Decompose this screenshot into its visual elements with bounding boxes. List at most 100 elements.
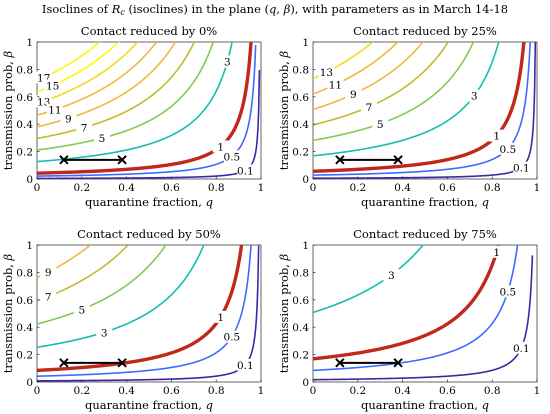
axes-box <box>312 41 538 180</box>
x-tick-label: 0 <box>310 385 317 397</box>
contour-5 <box>313 42 475 142</box>
panel-title: Contact reduced by 75% <box>353 227 497 241</box>
contour-0.1 <box>313 255 534 381</box>
contour-11 <box>313 42 399 95</box>
contour-0.1 <box>313 42 537 179</box>
marker-x <box>335 358 345 368</box>
contour-label-bg <box>219 55 236 68</box>
contour-label: 0.1 <box>237 360 254 372</box>
contour-label: 0.5 <box>224 332 241 344</box>
y-tick-label: 1 <box>26 240 33 252</box>
marker-x <box>117 155 127 165</box>
contour-label-bg <box>327 78 344 91</box>
y-tick-label: 0.4 <box>16 322 33 334</box>
y-tick-label: 0 <box>302 174 309 186</box>
contour-label: 3 <box>101 327 108 339</box>
y-axis-label: transmission prob, β <box>277 50 291 170</box>
x-tick-label: 0.2 <box>349 385 366 397</box>
contour-lines <box>313 245 534 381</box>
contour-label-bg <box>76 121 93 134</box>
contour-3 <box>37 42 233 163</box>
contour-label-bg <box>345 88 362 101</box>
contour-7 <box>313 42 450 126</box>
contour-label-bg <box>40 290 57 303</box>
y-tick-label: 0.4 <box>292 322 309 334</box>
y-tick-label: 1 <box>302 240 309 252</box>
y-tick-label: 1 <box>302 37 309 49</box>
x-tick-label: 1 <box>534 385 541 397</box>
contour-label-bg <box>513 161 530 174</box>
contour-0.5 <box>37 44 257 177</box>
contour-label: 0.5 <box>500 144 517 156</box>
contour-label: 5 <box>99 133 106 145</box>
y-axis-label: transmission prob, β <box>1 50 15 170</box>
x-tick-label: 0.8 <box>484 385 501 397</box>
contour-1 <box>313 42 526 173</box>
contour-label-bg <box>383 268 400 281</box>
x-tick-label: 1 <box>534 182 541 194</box>
panel-4: 3 1 0.5 0.1 0 0.2 0.4 0.6 0.8 1 0 0.2 0.4 0.6 0.8 1 Cont… <box>277 227 540 412</box>
contour-label-bg <box>237 358 254 371</box>
contour-5 <box>37 42 215 151</box>
contour-label-bg <box>93 132 110 145</box>
contour-label: 15 <box>46 81 59 93</box>
y-tick-label: 0.8 <box>292 267 309 279</box>
contour-1 <box>37 245 244 373</box>
contour-label-bg <box>212 310 229 323</box>
y-tick-label: 0.8 <box>16 64 33 76</box>
x-axis-label: quarantine fraction, q <box>85 195 213 209</box>
contour-label-bg <box>40 266 57 279</box>
contour-label: 1 <box>493 131 500 143</box>
contour-label: 7 <box>81 123 88 135</box>
contour-label: 11 <box>48 105 61 117</box>
contour-label-bg <box>372 117 389 130</box>
contour-label-bg <box>513 341 530 354</box>
marker-x <box>393 155 403 165</box>
y-tick-label: 0.4 <box>16 119 33 131</box>
contour-label-bg <box>223 330 240 343</box>
contour-label: 7 <box>366 102 373 114</box>
marker-x <box>117 358 127 368</box>
contour-lines <box>313 42 537 179</box>
x-axis-label: quarantine fraction, q <box>361 398 489 412</box>
y-tick-label: 0.4 <box>292 119 309 131</box>
marker-x <box>59 358 69 368</box>
marker-x <box>59 155 69 165</box>
x-tick-label: 0.6 <box>163 385 180 397</box>
contour-label: 5 <box>377 119 384 131</box>
x-tick-label: 0.4 <box>118 385 135 397</box>
marker-x <box>393 358 403 368</box>
x-tick-label: 0.2 <box>349 182 366 194</box>
marker-x <box>335 155 345 165</box>
y-tick-label: 0.6 <box>292 92 309 104</box>
contour-lines <box>37 245 260 382</box>
contour-label: 13 <box>320 67 333 79</box>
x-tick-label: 0.4 <box>394 182 411 194</box>
contour-label-bg <box>44 79 61 92</box>
y-tick-label: 0.2 <box>16 350 33 362</box>
contour-label-bg <box>488 129 505 142</box>
contour-label: 3 <box>388 270 395 282</box>
panel-title: Contact reduced by 50% <box>77 227 221 241</box>
contour-13 <box>37 42 139 105</box>
x-tick-label: 0.8 <box>208 385 225 397</box>
contour-label-bg <box>60 112 77 125</box>
contour-label-bg <box>499 285 516 298</box>
contour-label: 9 <box>45 267 52 279</box>
contour-0.1 <box>37 245 260 382</box>
x-tick-label: 0.4 <box>394 385 411 397</box>
contour-1 <box>313 245 501 361</box>
contour-label: 0.1 <box>513 163 530 175</box>
contour-label: 5 <box>78 305 85 317</box>
y-tick-label: 0 <box>26 174 33 186</box>
contour-3 <box>37 245 205 349</box>
contour-0.5 <box>313 245 519 372</box>
axes-box <box>36 41 262 180</box>
figure-title: Isoclines of Rc (isoclines) in the plane… <box>42 2 508 17</box>
contour-label: 1 <box>217 312 224 324</box>
x-tick-label: 1 <box>258 385 265 397</box>
contour-label-bg <box>46 103 63 116</box>
